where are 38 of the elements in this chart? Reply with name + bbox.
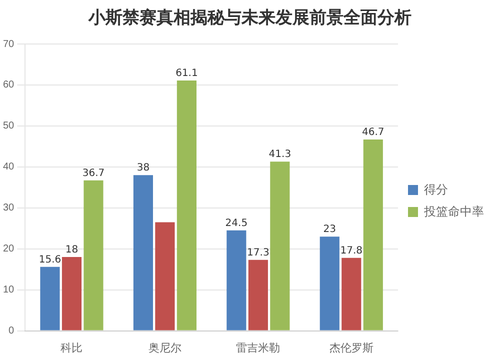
bar xyxy=(248,260,268,330)
y-tick-label: 0 xyxy=(8,326,15,337)
data-label: 46.7 xyxy=(362,127,384,138)
data-label: 23 xyxy=(323,224,336,236)
legend-label: 投篮命中率 xyxy=(423,204,484,218)
data-label: 41.3 xyxy=(268,149,292,160)
data-label: 17.3 xyxy=(247,248,270,259)
data-label: 38 xyxy=(136,162,150,174)
chart-title: 小斯禁赛真相揭秘与未来发展前景全面分析 xyxy=(87,7,412,29)
data-label: 36.7 xyxy=(82,168,105,180)
y-tick-label: 70 xyxy=(3,38,15,50)
data-label: 24.5 xyxy=(225,218,248,230)
bar xyxy=(84,180,104,330)
legend-label: 得分 xyxy=(424,182,448,196)
bar xyxy=(155,222,175,330)
bar xyxy=(320,236,340,330)
bar xyxy=(342,258,362,330)
x-tick-label: 雷吉米勒 xyxy=(236,341,280,354)
bar xyxy=(363,139,383,330)
data-label: 17.8 xyxy=(340,245,363,256)
bar xyxy=(133,175,153,330)
bar xyxy=(270,162,290,330)
bar xyxy=(40,266,60,330)
x-tick-label: 奥尼尔 xyxy=(148,342,182,354)
y-tick-label: 40 xyxy=(3,162,15,173)
data-label: 18 xyxy=(65,244,78,256)
bar xyxy=(62,257,82,330)
y-tick-label: 10 xyxy=(3,284,15,296)
y-tick-label: 20 xyxy=(3,244,15,255)
data-label: 15.6 xyxy=(38,254,62,266)
y-tick-label: 60 xyxy=(3,80,15,91)
bar xyxy=(176,80,196,330)
bar xyxy=(226,230,246,330)
y-tick-label: 50 xyxy=(3,120,15,132)
x-tick-label: 杰伦罗斯 xyxy=(329,341,374,354)
data-label: 61.1 xyxy=(176,68,198,80)
x-tick-label: 科比 xyxy=(60,341,83,354)
y-tick-label: 30 xyxy=(3,202,15,214)
